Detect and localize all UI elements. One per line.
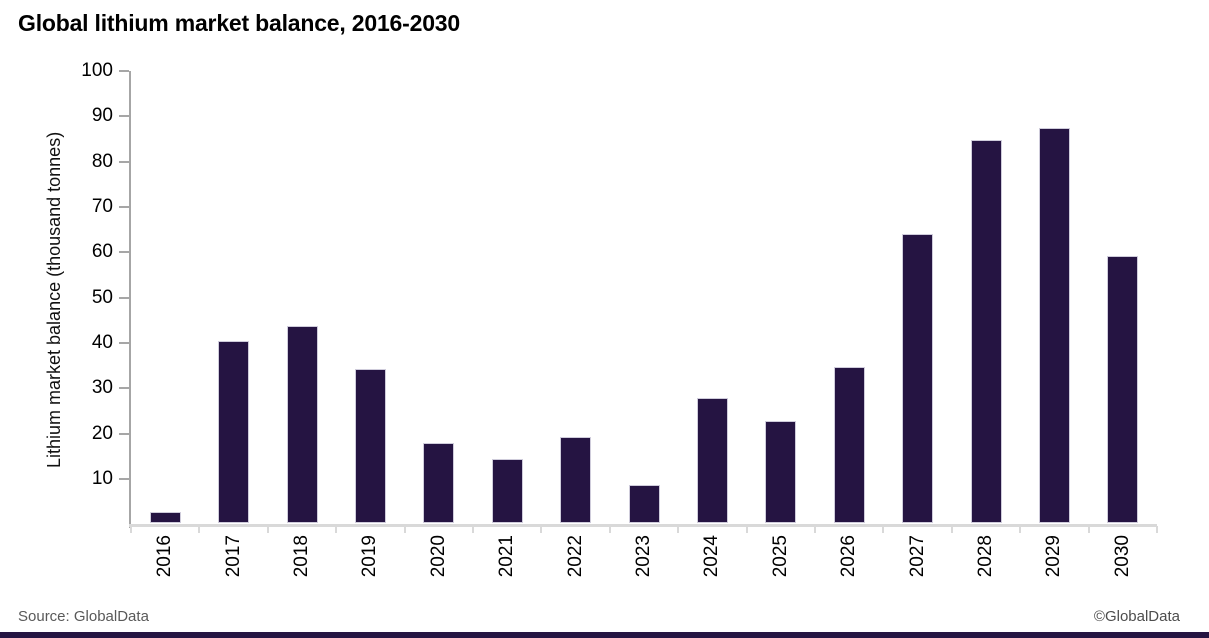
x-axis-tick [608,525,611,533]
x-tick-label-2025: 2025 [769,535,791,578]
y-tick-label-70: 70 [91,196,113,218]
y-axis-line [129,71,131,528]
y-axis-tick [119,296,129,299]
bar-2030 [1107,255,1139,524]
x-axis-tick [677,525,680,533]
source-text: Source: GlobalData [18,608,149,625]
y-axis-tick [119,478,129,481]
bar-2020 [423,442,455,524]
bar-2028 [970,140,1002,524]
y-axis-tick [119,342,129,345]
x-axis-line [129,523,1157,527]
y-axis-tick [119,387,129,390]
bar-2026 [833,367,865,524]
y-axis-tick [119,115,129,118]
x-tick-label-2029: 2029 [1043,535,1065,578]
bar-2029 [1038,127,1070,524]
y-tick-label-100: 100 [81,60,113,81]
x-tick-label-2024: 2024 [701,535,723,578]
x-axis-tick [1019,525,1022,533]
y-tick-label-60: 60 [91,241,113,263]
bar-2016 [149,512,181,524]
x-axis-tick [882,525,885,533]
copyright-text: ©GlobalData [1093,608,1180,625]
bar-2027 [902,234,934,524]
x-axis-tick [472,525,474,533]
y-tick-label-40: 40 [91,332,113,354]
y-axis-tick [119,432,129,435]
x-axis-tick [950,525,953,533]
x-axis-tick [335,525,338,533]
x-tick-label-2017: 2017 [222,535,244,578]
y-axis-tick [119,70,129,72]
bar-2019 [354,368,386,524]
bottom-accent-bar [0,632,1209,638]
y-tick-label-20: 20 [91,422,113,444]
x-tick-label-2023: 2023 [633,535,654,578]
x-tick-label-2026: 2026 [838,535,860,578]
x-axis-tick [198,525,201,533]
y-axis-tick [119,251,129,254]
y-tick-label-30: 30 [91,377,113,399]
bar-2018 [286,326,318,524]
x-axis-tick [266,525,269,533]
x-axis-tick [130,525,132,533]
x-tick-label-2020: 2020 [427,535,449,578]
x-axis-tick [540,525,543,533]
x-axis-tick [1156,525,1158,533]
bar-2021 [491,459,523,524]
y-tick-label-50: 50 [91,286,113,308]
x-tick-label-2030: 2030 [1111,535,1133,578]
x-tick-label-2016: 2016 [154,535,176,578]
y-tick-label-10: 10 [91,468,113,490]
x-tick-label-2027: 2027 [906,535,928,578]
y-tick-label-90: 90 [91,105,113,127]
x-tick-label-2019: 2019 [359,535,381,578]
x-tick-label-2021: 2021 [496,535,518,578]
y-tick-label-80: 80 [91,150,113,172]
x-axis-tick [745,525,748,533]
y-axis-tick [119,206,129,209]
x-axis-tick [403,525,406,533]
x-tick-label-2018: 2018 [291,535,312,578]
bar-2023 [628,484,660,524]
x-tick-label-2028: 2028 [975,535,996,578]
y-axis-tick [119,160,129,163]
x-tick-label-2022: 2022 [564,535,586,578]
bar-2022 [560,437,592,524]
bar-2025 [765,421,797,524]
x-axis-tick [814,525,816,533]
chart-title: Global lithium market balance, 2016-2030 [18,10,460,36]
bar-2024 [696,397,728,524]
bar-2017 [218,340,250,524]
x-axis-tick [1087,525,1090,533]
